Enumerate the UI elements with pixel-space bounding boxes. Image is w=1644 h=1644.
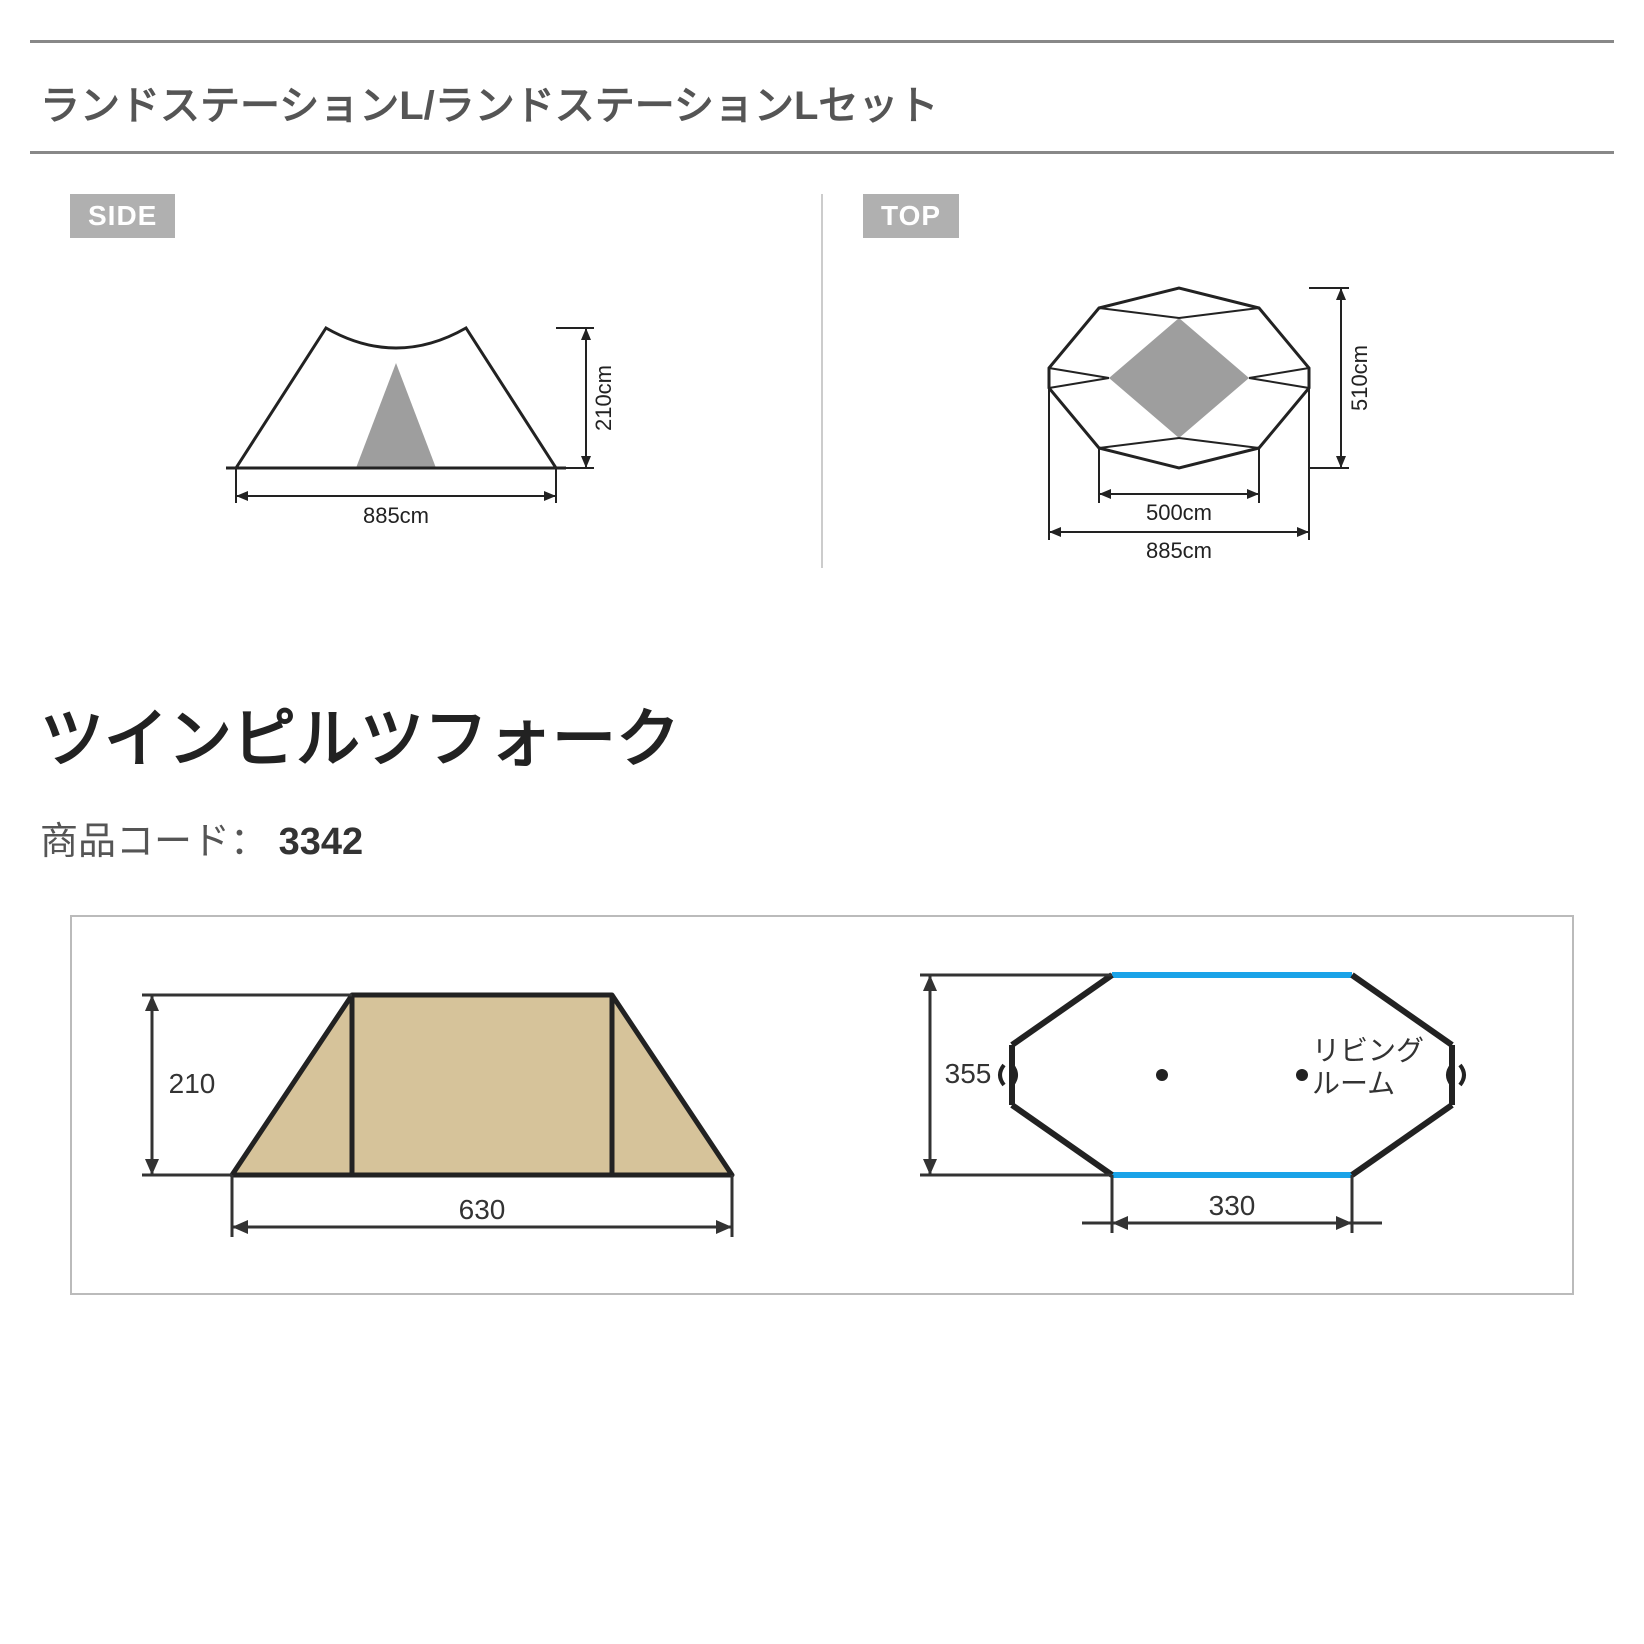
twinpilz-top-height-label: 355 — [945, 1058, 992, 1089]
pole-dot-right — [1296, 1069, 1308, 1081]
twinpilz-side-diagram: 210 630 — [112, 945, 832, 1265]
landstation-side-panel: SIDE 885cm — [30, 194, 821, 568]
landstation-side-diagram: 885cm 210cm — [70, 268, 781, 568]
landstation-top-panel: TOP — [821, 194, 1614, 568]
twinpilz-title: ツインピルツフォーク — [40, 688, 1614, 780]
room-label-line1: リビング — [1312, 1035, 1424, 1066]
product-code-value: 3342 — [279, 821, 364, 863]
top-inner-width-label: 500cm — [1145, 500, 1211, 525]
top-height-label: 510cm — [1347, 345, 1372, 411]
side-height-label: 210cm — [591, 365, 616, 431]
top-outer-width-label: 885cm — [1145, 538, 1211, 563]
product-code-line: 商品コード： 3342 — [40, 810, 1614, 865]
side-width-label: 885cm — [362, 503, 428, 528]
product-code-label: 商品コード： — [40, 821, 268, 863]
twinpilz-side-body — [232, 995, 732, 1175]
landstation-views-row: SIDE 885cm — [30, 194, 1614, 568]
twinpilz-diagram-box: 210 630 — [70, 915, 1574, 1295]
landstation-title: ランドステーションL/ランドステーションLセット — [30, 40, 1614, 154]
room-label-line2: ルーム — [1312, 1068, 1395, 1099]
twinpilz-side-width-label: 630 — [459, 1194, 506, 1225]
top-badge: TOP — [863, 194, 959, 238]
twinpilz-top-width-label: 330 — [1209, 1190, 1256, 1221]
landstation-top-diagram: 510cm 500cm 885cm — [863, 268, 1574, 568]
side-badge: SIDE — [70, 194, 175, 238]
pole-dot-left — [1156, 1069, 1168, 1081]
twinpilz-top-diagram: リビング ルーム 355 330 — [892, 945, 1532, 1265]
twinpilz-side-height-label: 210 — [169, 1068, 216, 1099]
